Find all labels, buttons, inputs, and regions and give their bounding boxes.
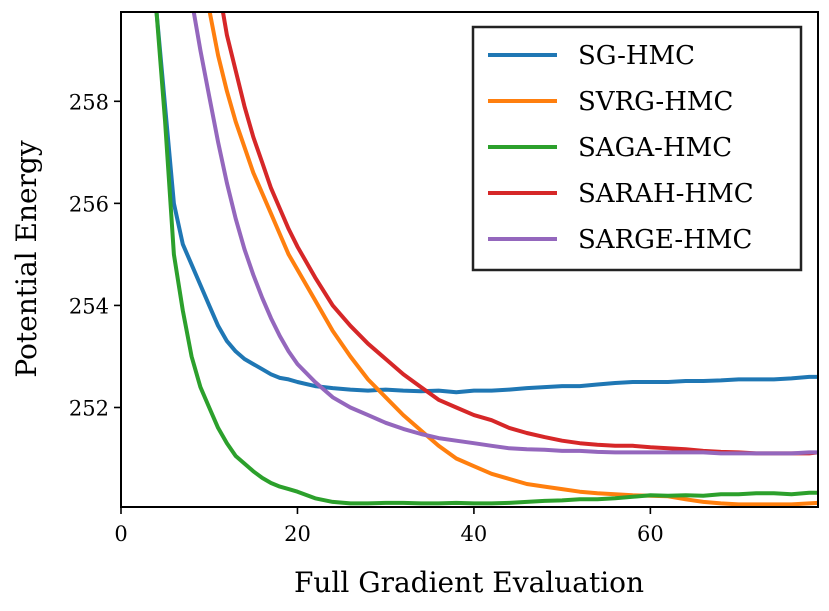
x-tick-label: 60 — [637, 522, 664, 546]
y-tick-label: 252 — [69, 396, 109, 420]
legend: SG-HMC SVRG-HMC SAGA-HMC SARAH-HMC SARGE-HMC — [471, 25, 803, 272]
x-tick-label: 0 — [114, 522, 127, 546]
x-axis-title: Full Gradient Evaluation — [294, 566, 644, 599]
series-line-sarge-hmc — [191, 12, 818, 456]
series-layer — [154, 12, 818, 507]
plot-frame — [120, 11, 819, 508]
x-tick-label: 40 — [461, 522, 488, 546]
x-tick-label: 20 — [284, 522, 311, 546]
y-axis: 252 254 256 258 — [69, 90, 121, 420]
legend-label-sarah-hmc: SARAH-HMC — [578, 179, 754, 209]
series-line-svrg-hmc — [207, 12, 818, 507]
y-axis-title: Potential Energy — [10, 140, 43, 378]
series-line-saga-hmc — [154, 12, 818, 506]
legend-items: SG-HMC SVRG-HMC SAGA-HMC SARAH-HMC SARGE-HMC — [488, 41, 754, 255]
legend-label-sg-hmc: SG-HMC — [578, 41, 695, 71]
legend-label-sarge-hmc: SARGE-HMC — [578, 225, 752, 255]
y-tick-label: 258 — [69, 90, 109, 114]
legend-label-saga-hmc: SAGA-HMC — [578, 133, 732, 163]
y-tick-label: 256 — [69, 192, 109, 216]
y-tick-label: 254 — [69, 294, 109, 318]
x-axis: 0 20 40 60 — [114, 507, 664, 546]
legend-label-svrg-hmc: SVRG-HMC — [578, 87, 733, 117]
series-line-sg-hmc — [154, 12, 818, 395]
